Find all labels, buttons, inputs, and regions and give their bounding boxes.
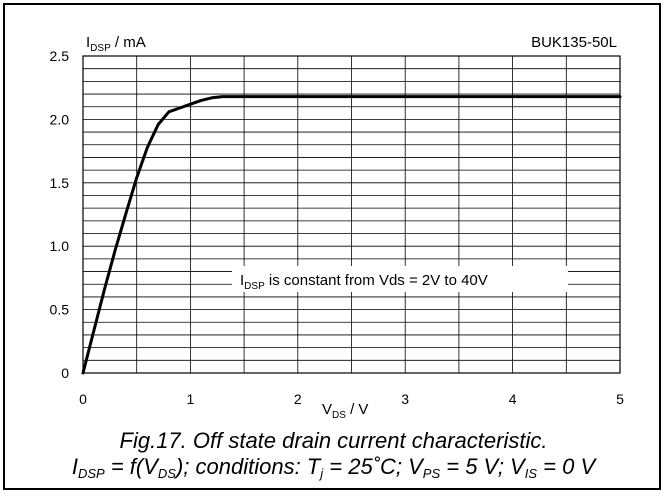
y-tick-label: 1.0 — [50, 238, 70, 254]
caption-line-1: Fig.17. Off state drain current characte… — [119, 428, 548, 453]
y-tick-label: 2.0 — [50, 111, 70, 127]
x-tick-label: 1 — [187, 391, 195, 407]
y-tick-label: 2.5 — [50, 48, 70, 64]
device-label: BUK135-50L — [531, 34, 617, 51]
x-tick-label: 4 — [509, 391, 517, 407]
x-ticks: 0 1 2 3 4 5 — [79, 391, 624, 407]
annotation-box — [232, 266, 568, 292]
x-tick-label: 0 — [79, 391, 87, 407]
x-axis-label: VDS / V — [322, 401, 368, 421]
series-line — [81, 95, 622, 375]
x-tick-label: 2 — [294, 391, 302, 407]
plot-area — [82, 55, 621, 374]
y-axis-label: IDSP / mA — [86, 34, 146, 54]
y-tick-label: 1.5 — [50, 175, 70, 191]
annotation: IDSP is constant from Vds = 2V to 40V — [240, 272, 488, 292]
x-tick-label: 5 — [616, 391, 624, 407]
x-tick-label: 3 — [401, 391, 409, 407]
figure-caption: Fig.17. Off state drain current characte… — [0, 428, 667, 487]
grid — [83, 56, 620, 373]
caption-line-2: IDSP = f(VDS); conditions: Tj = 25˚C; VP… — [71, 454, 596, 481]
figure-frame — [3, 3, 661, 490]
y-tick-label: 0.5 — [50, 302, 70, 318]
chart: 0 0.5 1.0 1.5 2.0 2.5 0 1 2 3 4 5 IDSP / mA BUK135… — [50, 34, 625, 421]
y-ticks: 0 0.5 1.0 1.5 2.0 2.5 — [50, 48, 70, 381]
y-tick-label: 0 — [61, 365, 69, 381]
